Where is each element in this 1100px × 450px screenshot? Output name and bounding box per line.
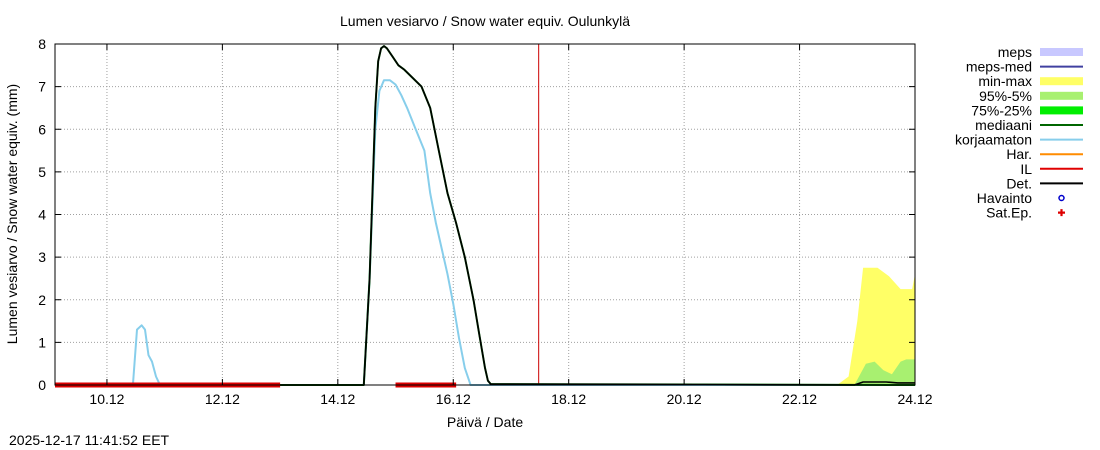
- x-tick-label: 20.12: [667, 391, 702, 407]
- y-tick-label: 6: [38, 121, 46, 137]
- legend: mepsmeps-medmin-max95%-5%75%-25%mediaani…: [955, 44, 1083, 221]
- x-tick-label: 14.12: [320, 391, 355, 407]
- legend-label: 75%-25%: [971, 102, 1032, 118]
- y-axis-title: Lumen vesiarvo / Snow water equiv. (mm): [4, 84, 20, 344]
- y-tick-label: 4: [38, 207, 46, 223]
- legend-swatch-meps: [1040, 48, 1083, 56]
- band-min-max: [837, 267, 915, 385]
- x-tick-label: 16.12: [436, 391, 471, 407]
- y-tick-label: 7: [38, 79, 46, 95]
- timestamp: 2025-12-17 11:41:52 EET: [9, 432, 170, 448]
- x-tick-label: 18.12: [551, 391, 586, 407]
- y-tick-label: 5: [38, 164, 46, 180]
- band-95-5-: [854, 359, 915, 385]
- legend-label: Det.: [1006, 175, 1032, 191]
- x-tick-label: 24.12: [897, 391, 932, 407]
- legend-swatch-95-5: [1040, 91, 1083, 100]
- legend-label: IL: [1020, 161, 1032, 177]
- legend-label: mediaani: [975, 117, 1032, 133]
- legend-swatch-sat-ep: [1058, 209, 1065, 217]
- legend-label: min-max: [978, 73, 1032, 89]
- legend-label: 95%-5%: [979, 88, 1032, 104]
- legend-label: Havainto: [977, 190, 1032, 206]
- legend-label: korjaamaton: [955, 132, 1032, 148]
- x-tick-label: 12.12: [205, 391, 240, 407]
- legend-label: Sat.Ep.: [986, 205, 1032, 221]
- y-tick-label: 1: [38, 334, 46, 350]
- legend-swatch-havainto: [1058, 194, 1065, 202]
- chart-title: Lumen vesiarvo / Snow water equiv. Oulun…: [340, 13, 630, 29]
- legend-swatch-75-25: [1040, 106, 1083, 115]
- y-tick-label: 2: [38, 292, 46, 308]
- legend-label: meps-med: [966, 59, 1032, 75]
- x-axis-title: Päivä / Date: [447, 414, 523, 430]
- y-tick-label: 3: [38, 249, 46, 265]
- legend-swatch-min-max: [1040, 77, 1083, 86]
- y-tick-label: 8: [38, 36, 46, 52]
- line-korjaamaton: [55, 79, 915, 386]
- legend-label: Har.: [1006, 146, 1032, 162]
- x-tick-label: 22.12: [782, 391, 817, 407]
- legend-label: meps: [998, 44, 1032, 60]
- x-tick-label: 10.12: [89, 391, 124, 407]
- y-tick-label: 0: [38, 377, 46, 393]
